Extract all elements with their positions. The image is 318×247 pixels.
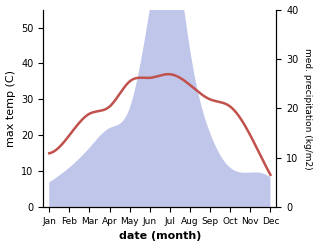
X-axis label: date (month): date (month) xyxy=(119,231,201,242)
Y-axis label: med. precipitation (kg/m2): med. precipitation (kg/m2) xyxy=(303,48,313,169)
Y-axis label: max temp (C): max temp (C) xyxy=(5,70,16,147)
